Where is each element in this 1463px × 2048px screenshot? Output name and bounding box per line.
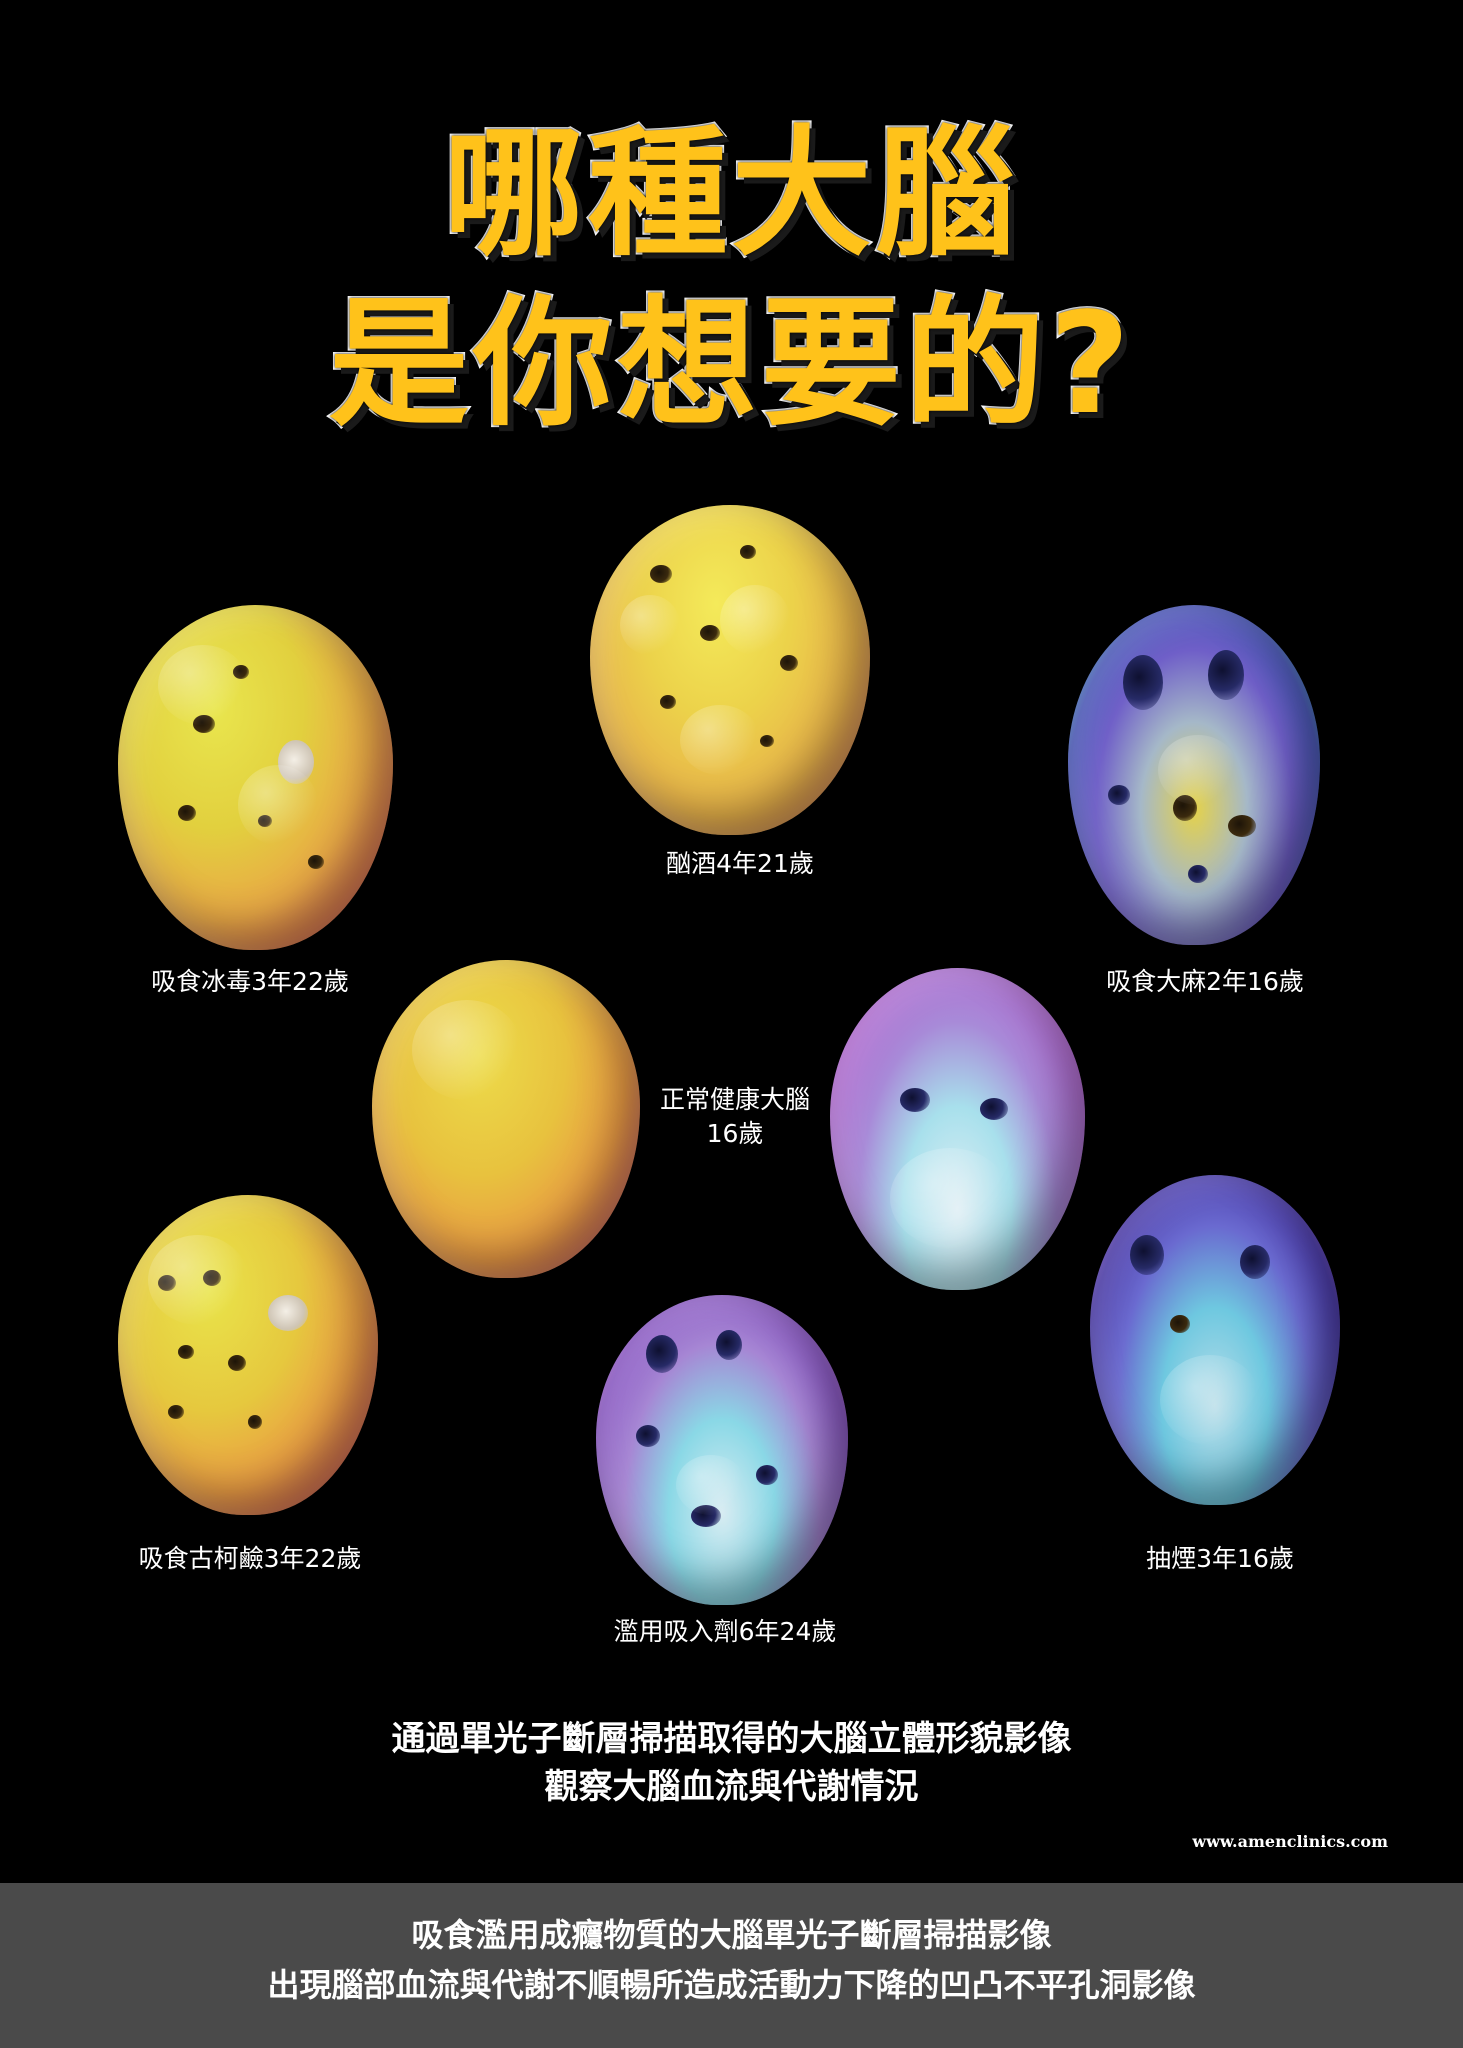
title-line-2: 是你想要的? <box>327 283 1135 447</box>
label-meth: 吸食冰毒3年22歲 <box>151 967 349 996</box>
brain-scan-purple-center <box>830 968 1085 1290</box>
footer-panel: 吸食濫用成癮物質的大腦單光子斷層掃描影像 出現腦部血流與代謝不順暢所造成活動力下… <box>0 1883 1463 2048</box>
source-url: www.amenclinics.com <box>1192 1832 1388 1851</box>
brain-scan-cocaine <box>118 1195 378 1515</box>
brain-scan-alcohol <box>590 505 870 835</box>
label-smoking: 抽煙3年16歲 <box>1146 1544 1294 1573</box>
footer-line-1: 吸食濫用成癮物質的大腦單光子斷層掃描影像 <box>411 1916 1052 1954</box>
brain-scan-meth <box>118 605 393 950</box>
brain-scan-smoking <box>1090 1175 1340 1505</box>
brain-scan-healthy <box>372 960 640 1278</box>
brain-scan-marijuana <box>1068 605 1320 945</box>
label-marijuana: 吸食大麻2年16歲 <box>1106 967 1304 996</box>
label-alcohol: 酗酒4年21歲 <box>666 849 814 878</box>
label-healthy-line-2: 16歲 <box>706 1119 764 1148</box>
label-cocaine: 吸食古柯鹼3年22歲 <box>138 1544 362 1573</box>
caption-line-2: 觀察大腦血流與代謝情況 <box>544 1767 919 1807</box>
caption-line-1: 通過單光子斷層掃描取得的大腦立體形貌影像 <box>391 1719 1072 1759</box>
label-healthy-line-1: 正常健康大腦 <box>659 1085 810 1114</box>
footer-line-2: 出現腦部血流與代謝不順暢所造成活動力下降的凹凸不平孔洞影像 <box>267 1966 1196 2004</box>
brain-scan-inhalant <box>596 1295 848 1605</box>
label-inhalant: 濫用吸入劑6年24歲 <box>613 1617 837 1646</box>
title-line-1: 哪種大腦 <box>441 113 1020 277</box>
